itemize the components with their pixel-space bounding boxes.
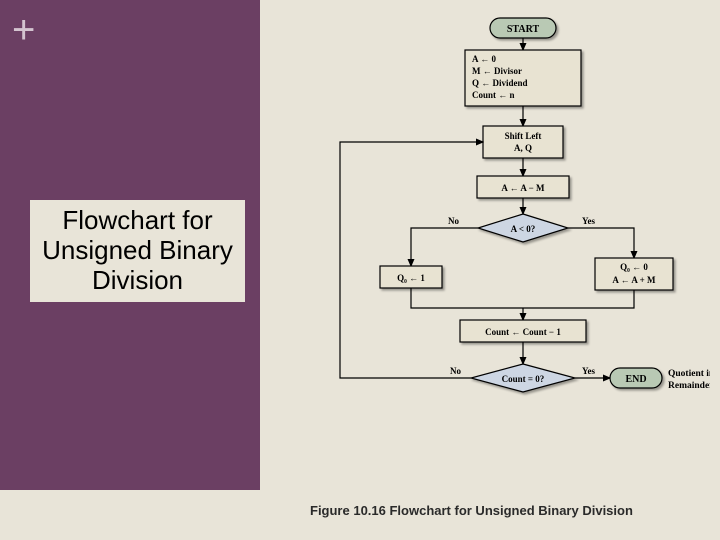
label-shift-1: A, Q: [514, 143, 532, 153]
label-q1: Q₀ ← 1: [397, 273, 425, 283]
label-q0-0: Q₀ ← 0: [620, 262, 648, 272]
label-test: A < 0?: [511, 224, 536, 234]
annot-quotient: Quotient in Q: [668, 369, 710, 379]
label-test-yes: Yes: [582, 216, 595, 226]
label-start: START: [507, 24, 540, 35]
label-dec: Count ← Count − 1: [485, 327, 561, 337]
label-end: END: [625, 374, 646, 385]
label-cnt-yes: Yes: [582, 366, 595, 376]
label-init-3: Count ← n: [472, 90, 515, 100]
slide-title: Flowchart for Unsigned Binary Division: [30, 200, 245, 302]
plus-symbol: +: [0, 0, 260, 61]
label-init-0: A ← 0: [472, 54, 497, 64]
label-test-no: No: [448, 216, 459, 226]
label-q0-1: A ← A + M: [612, 275, 656, 285]
label-init-1: M ← Divisor: [472, 66, 522, 76]
label-shift-0: Shift Left: [505, 131, 542, 141]
figure-caption: Figure 10.16 Flowchart for Unsigned Bina…: [310, 503, 633, 518]
label-sub: A ← A − M: [501, 183, 545, 193]
label-cnt: Count = 0?: [502, 374, 545, 384]
label-cnt-no: No: [450, 366, 461, 376]
annot-remainder: Remainder in A: [668, 381, 710, 391]
flowchart-svg: START A ← 0 M ← Divisor Q ← Dividend Cou…: [270, 8, 710, 488]
label-init-2: Q ← Dividend: [472, 78, 528, 88]
